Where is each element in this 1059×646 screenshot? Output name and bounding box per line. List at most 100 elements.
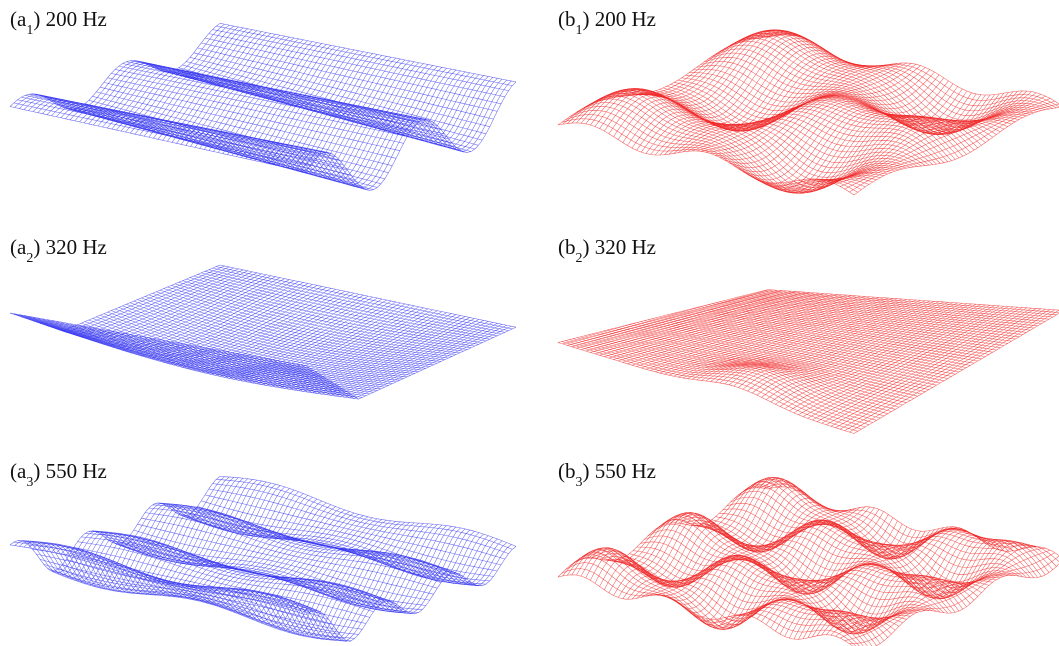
- mesh-line: [562, 289, 773, 345]
- mesh-line: [839, 98, 1051, 187]
- panel-label: (a3) 550 Hz: [10, 459, 107, 490]
- mesh-line: [585, 29, 796, 124]
- mesh-line: [608, 35, 820, 134]
- mesh-line: [641, 509, 852, 598]
- mesh-line: [65, 484, 276, 591]
- mesh-line: [604, 489, 815, 590]
- mesh-line: [835, 95, 1046, 185]
- mesh-line: [46, 272, 258, 344]
- mesh-line: [830, 308, 1042, 427]
- mesh-line: [273, 320, 484, 396]
- mesh-line: [752, 88, 963, 187]
- mesh-line: [14, 265, 225, 333]
- mesh-line: [106, 498, 318, 595]
- mesh-line: [830, 546, 1041, 636]
- mesh-line: [278, 76, 489, 183]
- mesh-line: [590, 29, 801, 126]
- mesh-line: [636, 53, 847, 151]
- mesh-line: [32, 27, 244, 116]
- mesh-line: [595, 332, 892, 412]
- mesh-line: [826, 543, 1037, 635]
- mesh-line: [79, 488, 290, 593]
- mesh-line: [613, 293, 824, 360]
- mesh-line: [701, 63, 912, 152]
- mesh-line: [756, 90, 968, 190]
- mesh-line: [622, 505, 833, 599]
- mesh-line: [678, 297, 889, 378]
- mesh-line: [591, 333, 888, 414]
- mesh-line: [139, 291, 350, 371]
- mesh-line: [673, 65, 884, 154]
- mesh-line: [83, 280, 295, 355]
- mesh-line: [590, 479, 801, 581]
- mesh-line: [664, 64, 875, 155]
- mesh-line: [157, 295, 369, 375]
- mesh-line: [79, 279, 290, 354]
- mesh-line: [60, 33, 272, 124]
- mesh-line: [705, 299, 917, 382]
- panel: (a3) 550 Hz: [9, 459, 517, 642]
- mesh-line: [37, 270, 248, 341]
- mesh-line: [576, 290, 787, 349]
- mesh-line: [682, 298, 893, 379]
- mesh-line: [42, 29, 253, 119]
- mesh-line: [701, 528, 912, 630]
- mesh-line: [120, 45, 332, 140]
- mesh-line: [724, 301, 935, 385]
- label-prefix: (a: [10, 235, 27, 259]
- mesh-line: [167, 54, 378, 153]
- mesh-line: [83, 37, 295, 130]
- mesh-line: [282, 77, 494, 185]
- label-sub: 1: [26, 23, 33, 38]
- mesh-line: [268, 319, 480, 395]
- mesh-line: [738, 302, 949, 388]
- mesh-line: [37, 28, 248, 117]
- mesh-line: [687, 298, 898, 379]
- mesh-line: [844, 100, 1055, 190]
- mesh-line: [798, 538, 1009, 640]
- mesh-line: [259, 529, 470, 637]
- label-suffix: ) 320 Hz: [583, 235, 656, 259]
- mesh-line: [608, 493, 820, 594]
- mesh-line: [46, 30, 258, 120]
- mesh-line: [254, 528, 466, 636]
- mesh-line: [719, 300, 931, 384]
- label-sub: 1: [576, 23, 583, 38]
- mesh-line: [268, 532, 480, 638]
- mesh-line: [784, 305, 995, 409]
- mesh-line: [102, 41, 313, 135]
- mesh-line: [807, 539, 1018, 639]
- mesh-line: [296, 542, 507, 642]
- mesh-line: [668, 297, 880, 376]
- mesh-line: [130, 290, 341, 368]
- mesh-line: [576, 477, 787, 576]
- mesh-line: [273, 533, 484, 639]
- mesh: [557, 29, 1059, 196]
- mesh-line: [278, 535, 489, 640]
- mesh-line: [691, 523, 903, 626]
- mesh-line: [807, 306, 1018, 419]
- mesh-line: [148, 293, 359, 373]
- mesh-line: [153, 294, 364, 374]
- mesh-line: [715, 300, 926, 383]
- mesh-line: [650, 295, 861, 371]
- mesh-line: [576, 31, 787, 124]
- mesh-line: [803, 91, 1014, 185]
- mesh-line: [756, 528, 967, 619]
- mesh-line: [830, 93, 1042, 183]
- mesh-line: [821, 542, 1032, 636]
- mesh-line: [604, 33, 815, 132]
- mesh-line: [9, 23, 221, 110]
- mesh: [557, 476, 1059, 646]
- mesh-line: [775, 304, 986, 405]
- mesh-line: [97, 283, 309, 359]
- mesh-line: [120, 504, 332, 596]
- mesh-line: [835, 308, 1046, 428]
- label-suffix: ) 320 Hz: [33, 235, 106, 259]
- mesh-line: [696, 299, 907, 381]
- mesh-line: [213, 523, 424, 621]
- mesh-line: [599, 485, 810, 587]
- label-suffix: ) 550 Hz: [33, 459, 106, 483]
- mesh-line: [645, 507, 857, 597]
